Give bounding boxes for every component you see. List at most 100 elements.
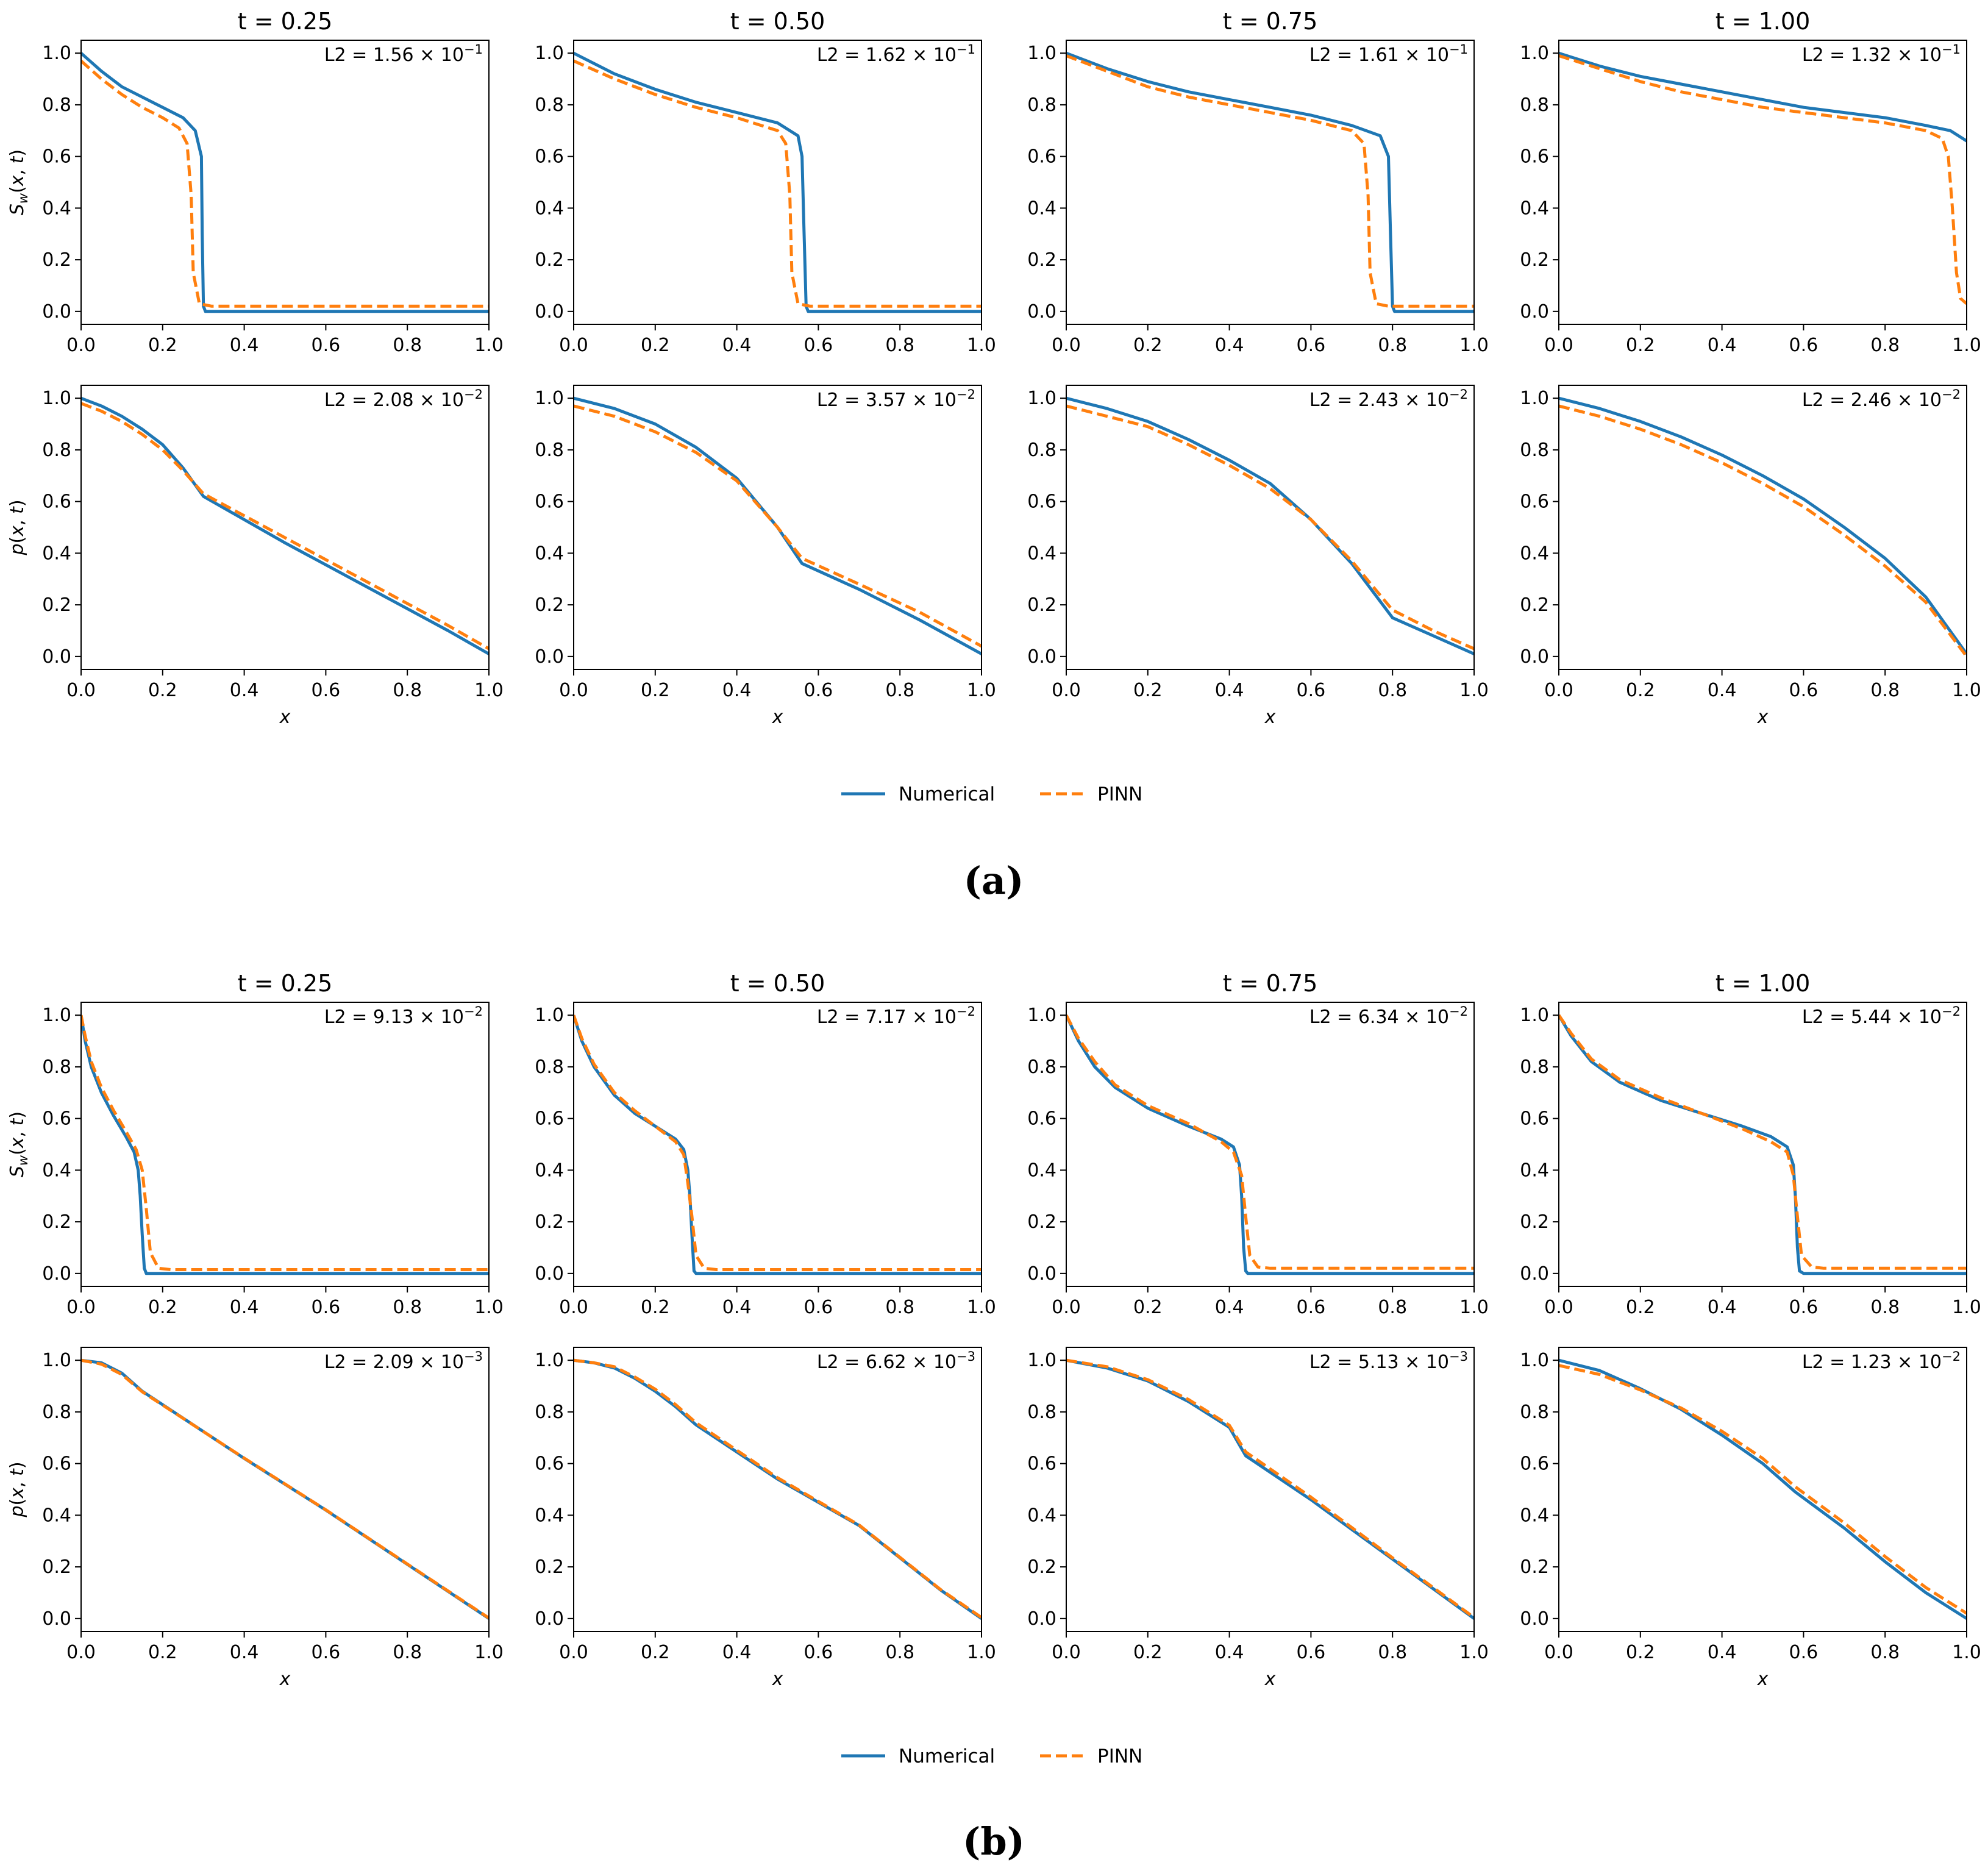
y-tick-label: 0.4 — [42, 1505, 71, 1526]
y-tick-label: 0.2 — [535, 594, 564, 616]
x-tick-label: 0.0 — [559, 1642, 588, 1663]
axes-frame — [1558, 1347, 1967, 1632]
x-tick-label: 1.0 — [1952, 1297, 1981, 1318]
column-title: t = 0.50 — [730, 8, 825, 35]
x-tick-label: 0.8 — [885, 1297, 914, 1318]
x-tick-label: 0.8 — [1870, 680, 1900, 701]
y-tick-label: 0.4 — [1027, 1160, 1056, 1181]
axes-frame — [1558, 40, 1967, 325]
y-tick-label: 0.6 — [1027, 1108, 1056, 1130]
x-tick-label: 0.8 — [393, 335, 422, 356]
x-tick-label: 0.6 — [1789, 1297, 1819, 1318]
y-tick-label: 1.0 — [1520, 1350, 1549, 1371]
x-tick-label: 0.6 — [1297, 335, 1326, 356]
pinn-line — [81, 60, 489, 308]
y-tick-label: 0.8 — [1520, 1057, 1549, 1078]
subplot-saturation-3: 0.0 0.2 0.4 0.6 0.8 1.0 0.0 0.2 0.4 0.6 0.8 1.0 L2 =… — [1027, 1002, 1489, 1318]
axes-frame — [80, 1347, 490, 1632]
x-tick-label: 0.8 — [393, 680, 422, 701]
y-tick-label: 0.4 — [1520, 543, 1549, 564]
x-axis-label: x — [279, 1669, 291, 1690]
y-tick-label: 0.0 — [1027, 1608, 1056, 1630]
y-tick-label: 0.8 — [535, 440, 564, 461]
x-tick-label: 0.6 — [804, 1642, 833, 1663]
l2-annotation: L2 = 2.46 × 10−2 — [1802, 387, 1961, 411]
x-tick-label: 0.4 — [1215, 335, 1244, 356]
y-tick-label: 0.2 — [1027, 1556, 1056, 1578]
x-tick-label: 0.8 — [1378, 1297, 1407, 1318]
y-tick-label: 0.0 — [535, 646, 564, 668]
x-tick-label: 0.6 — [1297, 1297, 1326, 1318]
x-tick-label: 0.2 — [1133, 680, 1163, 701]
column-title: t = 0.75 — [1223, 8, 1318, 35]
x-tick-label: 0.0 — [1052, 1642, 1081, 1663]
pinn-line — [1066, 1014, 1474, 1270]
x-tick-label: 0.2 — [148, 1642, 177, 1663]
pinn-line — [574, 404, 982, 648]
y-tick-label: 1.0 — [1027, 388, 1056, 409]
axes-frame — [80, 1002, 490, 1287]
y-tick-label: 0.0 — [42, 301, 71, 323]
l2-annotation: L2 = 1.61 × 10−1 — [1309, 42, 1468, 66]
y-tick-label: 0.4 — [535, 543, 564, 564]
y-tick-label: 0.0 — [535, 301, 564, 323]
y-tick-label: 0.4 — [1520, 1505, 1549, 1526]
x-tick-label: 0.4 — [1708, 1297, 1737, 1318]
y-tick-label: 0.6 — [42, 146, 71, 168]
y-tick-label: 0.6 — [535, 1108, 564, 1130]
x-tick-label: 0.4 — [230, 1642, 259, 1663]
y-tick-label: 1.0 — [535, 388, 564, 409]
axes-frame — [573, 1002, 982, 1287]
y-tick-label: 0.2 — [1027, 1211, 1056, 1233]
x-tick-label: 0.4 — [230, 680, 259, 701]
pinn-line — [574, 59, 982, 308]
y-tick-label: 0.6 — [1027, 1453, 1056, 1475]
subplot-pressure-1: 0.0 0.2 0.4 0.6 0.8 1.0 0.0 0.2 0.4 0.6 0.8 1.0 L2 =… — [42, 1347, 504, 1690]
y-tick-label: 0.6 — [1520, 146, 1549, 168]
x-tick-label: 0.2 — [1626, 1297, 1655, 1318]
x-tick-label: 0.8 — [393, 1642, 422, 1663]
y-tick-label: 1.0 — [1520, 1005, 1549, 1026]
l2-annotation: L2 = 9.13 × 10−2 — [324, 1004, 483, 1028]
x-tick-label: 0.6 — [312, 335, 341, 356]
y-tick-label: 1.0 — [42, 1350, 71, 1371]
y-tick-label: 0.4 — [535, 1505, 564, 1526]
subplot-saturation-4: 0.0 0.2 0.4 0.6 0.8 1.0 0.0 0.2 0.4 0.6 0.8 1.0 L2 =… — [1520, 1002, 1981, 1318]
y-tick-label: 0.2 — [535, 1211, 564, 1233]
y-tick-label: 0.8 — [1027, 440, 1056, 461]
axes-frame — [1066, 1347, 1475, 1632]
x-tick-label: 0.0 — [559, 335, 588, 356]
x-axis-label: x — [279, 707, 291, 728]
y-tick-label: 1.0 — [1520, 43, 1549, 64]
x-tick-label: 0.2 — [1626, 1642, 1655, 1663]
y-tick-label: 0.2 — [535, 1556, 564, 1578]
y-tick-label: 0.2 — [1520, 1556, 1549, 1578]
y-tick-label: 0.0 — [1027, 646, 1056, 668]
x-tick-label: 0.8 — [885, 335, 914, 356]
axes-frame — [80, 385, 490, 670]
y-tick-label: 0.0 — [535, 1263, 564, 1285]
pinn-line — [1066, 54, 1474, 308]
y-tick-label: 0.2 — [1520, 1211, 1549, 1233]
y-tick-label: 0.0 — [535, 1608, 564, 1630]
y-tick-label: 0.4 — [42, 543, 71, 564]
y-tick-label: 1.0 — [1520, 388, 1549, 409]
numerical-line — [1066, 1014, 1474, 1275]
x-tick-label: 0.0 — [559, 1297, 588, 1318]
y-tick-label: 0.0 — [42, 1608, 71, 1630]
x-tick-label: 0.8 — [1870, 1297, 1900, 1318]
l2-annotation: L2 = 1.23 × 10−2 — [1802, 1349, 1961, 1373]
y-tick-label: 0.4 — [535, 198, 564, 219]
pinn-line — [1559, 404, 1967, 658]
y-tick-label: 0.8 — [1027, 1402, 1056, 1423]
pinn-line — [1559, 1014, 1967, 1270]
y-tick-label: 0.6 — [1027, 146, 1056, 168]
y-tick-label: 0.0 — [42, 1263, 71, 1285]
y-tick-label: 0.2 — [1027, 594, 1056, 616]
x-tick-label: 1.0 — [1459, 335, 1489, 356]
y-tick-label: 0.0 — [1027, 1263, 1056, 1285]
y-tick-label: 0.4 — [1027, 198, 1056, 219]
column-title: t = 0.50 — [730, 970, 825, 997]
pinn-line — [574, 1014, 982, 1271]
y-axis-label: Sw(x, t) — [7, 149, 30, 215]
